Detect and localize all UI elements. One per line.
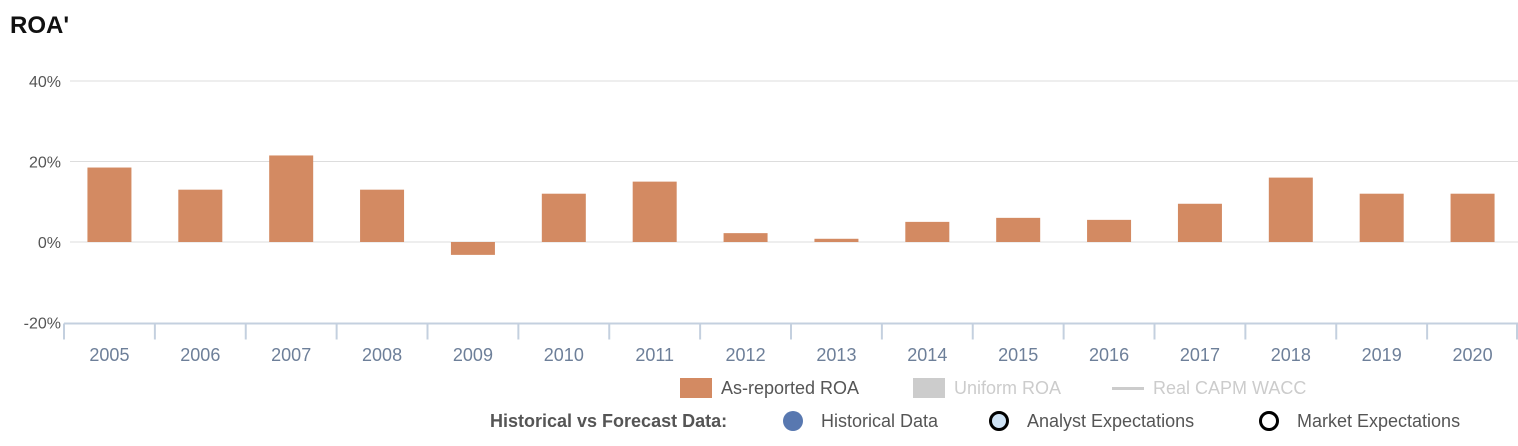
x-tick-label: 2010 (544, 345, 584, 365)
historical-data-item[interactable]: Historical Data (783, 406, 938, 436)
x-tick-label: 2015 (998, 345, 1038, 365)
analyst-expectations-item[interactable]: Analyst Expectations (989, 406, 1194, 436)
bar-2019[interactable] (1359, 193, 1404, 242)
x-tick-label: 2016 (1089, 345, 1129, 365)
bar-2020[interactable] (1450, 193, 1495, 242)
forecast-legend-title: Historical vs Forecast Data: (490, 410, 728, 431)
market-expectations-item[interactable]: Market Expectations (1259, 406, 1460, 436)
bar-2008[interactable] (360, 189, 405, 242)
x-tick-label: 2017 (1180, 345, 1220, 365)
bar-2012[interactable] (723, 233, 768, 242)
bar-2006[interactable] (178, 189, 223, 242)
bar-2010[interactable] (541, 193, 586, 242)
x-tick-label: 2009 (453, 345, 493, 365)
legend-swatch-icon (680, 378, 712, 398)
legend-label: Uniform ROA (954, 377, 1062, 398)
x-tick-label: 2006 (180, 345, 220, 365)
chart-title: ROA' (10, 12, 70, 39)
x-tick-label: 2005 (89, 345, 129, 365)
roa-bar-chart: 40% 20% 0% -20% 2005 2006 2007 2008 2009 2010 201… (24, 74, 1518, 365)
y-tick-label: -20% (24, 316, 61, 333)
bar-2014[interactable] (905, 221, 950, 242)
legend-item-uniform-roa[interactable]: Uniform ROA (913, 373, 1061, 403)
market-expectations-label: Market Expectations (1297, 410, 1461, 431)
analyst-expectations-label: Analyst Expectations (1027, 410, 1195, 431)
historical-dot-icon (783, 411, 803, 431)
bar-2017[interactable] (1177, 203, 1222, 242)
legend-swatch-icon (913, 378, 945, 398)
legend: As-reported ROA Uniform ROA Real CAPM WA… (0, 373, 1518, 403)
y-tick-label: 20% (29, 155, 61, 172)
x-axis: 2005 2006 2007 2008 2009 2010 2011 2012 2013 2014… (63, 322, 1518, 365)
x-tick-label: 2020 (1453, 345, 1493, 365)
bar-2016[interactable] (1087, 219, 1132, 242)
legend-label: As-reported ROA (721, 377, 860, 398)
bar-2009[interactable] (450, 242, 495, 255)
x-tick-label: 2013 (816, 345, 856, 365)
bars (87, 155, 1495, 255)
x-tick-label: 2011 (635, 345, 674, 365)
y-tick-label: 40% (29, 74, 61, 91)
bar-2005[interactable] (87, 167, 132, 242)
bar-2011[interactable] (632, 181, 677, 242)
x-tick-label: 2019 (1362, 345, 1402, 365)
legend-item-as-reported-roa[interactable]: As-reported ROA (680, 373, 859, 403)
bar-2018[interactable] (1268, 177, 1313, 242)
historical-data-label: Historical Data (821, 410, 939, 431)
x-tick-label: 2007 (271, 345, 311, 365)
analyst-ring-icon (989, 411, 1009, 431)
market-ring-icon (1259, 411, 1279, 431)
forecast-legend: Historical vs Forecast Data: Historical … (0, 406, 1518, 436)
bar-2015[interactable] (996, 217, 1041, 242)
legend-line-icon (1112, 386, 1144, 390)
x-tick-label: 2012 (726, 345, 766, 365)
y-axis-ticks: 40% 20% 0% -20% (24, 74, 61, 333)
legend-item-real-capm-wacc[interactable]: Real CAPM WACC (1112, 373, 1306, 403)
x-tick-label: 2014 (907, 345, 947, 365)
bar-2013[interactable] (814, 238, 859, 242)
x-tick-label: 2018 (1271, 345, 1311, 365)
y-tick-label: 0% (38, 235, 61, 252)
bar-2007[interactable] (269, 155, 314, 242)
x-tick-label: 2008 (362, 345, 402, 365)
legend-label: Real CAPM WACC (1153, 377, 1307, 398)
